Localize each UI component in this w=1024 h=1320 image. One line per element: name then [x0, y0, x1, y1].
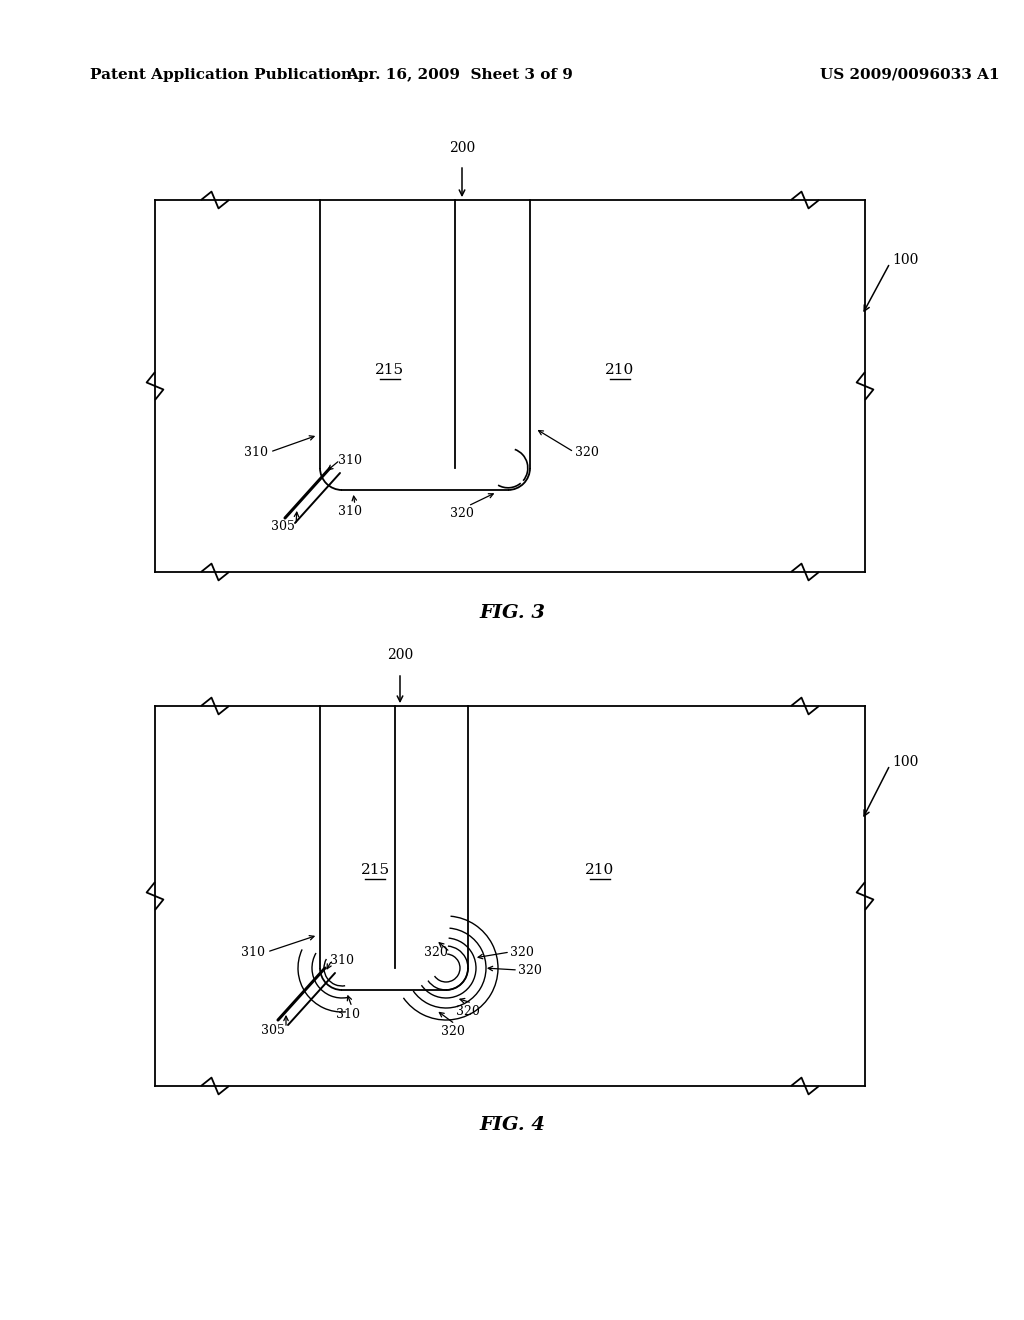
- Text: 310: 310: [338, 506, 362, 517]
- Text: 215: 215: [360, 863, 389, 876]
- Text: 320: 320: [575, 446, 599, 458]
- Text: FIG. 3: FIG. 3: [479, 605, 545, 622]
- Text: 310: 310: [241, 945, 265, 958]
- Text: 215: 215: [376, 363, 404, 378]
- Text: 100: 100: [892, 755, 919, 770]
- Text: FIG. 4: FIG. 4: [479, 1115, 545, 1134]
- Text: US 2009/0096033 A1: US 2009/0096033 A1: [820, 69, 999, 82]
- Text: 320: 320: [510, 945, 534, 958]
- Text: 310: 310: [338, 454, 362, 466]
- Text: 320: 320: [518, 964, 542, 977]
- Text: 320: 320: [441, 1026, 465, 1038]
- Text: 200: 200: [387, 648, 413, 663]
- Text: 320: 320: [424, 945, 449, 958]
- Text: Apr. 16, 2009  Sheet 3 of 9: Apr. 16, 2009 Sheet 3 of 9: [346, 69, 573, 82]
- Text: 100: 100: [892, 253, 919, 267]
- Text: 310: 310: [336, 1008, 360, 1020]
- Text: 310: 310: [244, 446, 268, 458]
- Text: 310: 310: [330, 953, 354, 966]
- Text: 320: 320: [451, 507, 474, 520]
- Text: 210: 210: [605, 363, 635, 378]
- Text: 210: 210: [586, 863, 614, 876]
- Text: Patent Application Publication: Patent Application Publication: [90, 69, 352, 82]
- Text: 320: 320: [456, 1005, 480, 1018]
- Text: 305: 305: [261, 1023, 285, 1036]
- Text: 305: 305: [271, 520, 295, 533]
- Text: 200: 200: [449, 141, 475, 154]
